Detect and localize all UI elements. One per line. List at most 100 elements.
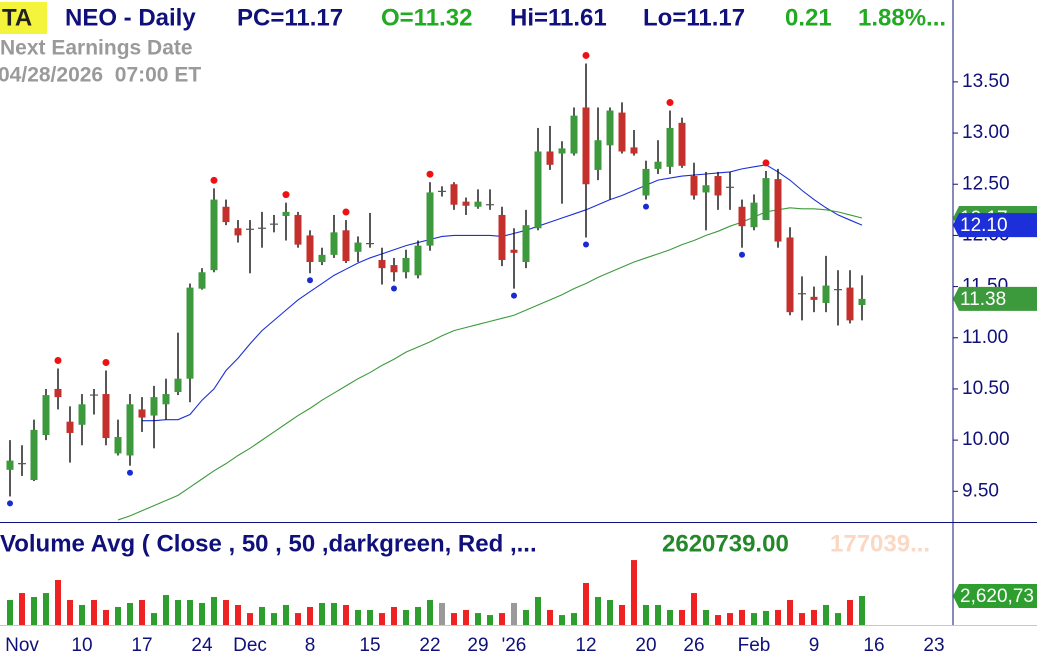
swing-high-marker [762,159,770,167]
candle-body [330,232,338,255]
candle-body [210,199,218,271]
x-tick-label: 20 [635,635,656,656]
volume-bar [667,609,673,625]
volume-bar [823,604,829,625]
candle-body [534,151,542,229]
candle-body [858,298,866,306]
x-tick-label: 23 [923,635,944,656]
candle-body [666,127,674,167]
volume-bar [859,596,865,625]
volume-bar [163,595,169,625]
candle-body [78,404,86,425]
volume-bar [415,606,421,625]
candle-body [762,178,770,221]
volume-panel [7,560,865,625]
ticker: TA [2,4,32,31]
candle-body [474,201,482,207]
swing-high-marker [102,359,110,367]
candle-body [570,115,578,154]
volume-bar [67,600,73,625]
candle-body [126,404,134,456]
volume-bar [43,593,49,625]
volume-bar [547,609,553,625]
volume-bar [703,609,709,625]
candle-body [6,460,14,470]
volume-bar [175,600,181,625]
price-badge [953,286,1037,311]
volume-bar [79,604,85,625]
candle-body [846,287,854,321]
candle-body [810,296,818,300]
volume-bar [103,609,109,625]
candle-body [42,395,50,435]
candle-body [690,176,698,196]
swing-low-marker [583,241,589,248]
volume-bar [511,602,517,625]
volume-bar [283,604,289,625]
swing-low-marker [307,277,313,284]
swing-high-marker [426,170,434,178]
candle-body [378,259,386,269]
price-panel [6,51,866,521]
candle-body [222,206,230,223]
candle-body [66,421,74,433]
candle-body [822,285,830,303]
header: TA NEO - Daily Next Earnings Date 04/28/… [0,2,946,557]
header-stat: Hi=11.61 [510,4,607,31]
y-tick-label: 9.50 [962,480,999,501]
candle-body [786,237,794,313]
price-badge [953,213,1037,238]
candle-body [498,214,506,260]
candle-body [654,161,662,169]
volume-bar [19,593,25,625]
header-stat: Lo=11.17 [643,4,745,31]
volume-bar [835,613,841,625]
swing-low-marker [7,500,13,507]
volume-bar [727,613,733,625]
volume-value: 2620739.00 [662,530,789,557]
x-tick-label: 26 [683,635,704,656]
candle-body [294,214,302,245]
swing-high-marker [282,191,290,199]
volume-bar [211,597,217,625]
candle-body [174,378,182,393]
swing-high-marker [54,356,62,364]
volume-bar [223,600,229,625]
volume-bar [427,600,433,625]
volume-badge-label: 2,620,73 [960,586,1034,607]
volume-bar [535,597,541,625]
y-tick-label: 12.50 [962,173,1010,194]
earnings-date: 04/28/2026 07:00 ET [0,64,201,87]
volume-bar [7,600,13,625]
x-tick-label: 29 [467,635,488,656]
candle-body [114,437,122,454]
volume-bar [643,604,649,625]
candle-body [162,394,170,405]
volume-bar [595,597,601,625]
ticker-box [0,2,47,34]
swing-low-marker [391,285,397,292]
volume-bar [523,609,529,625]
volume-bar [31,597,37,625]
swing-high-marker [582,51,590,59]
candle-body [558,148,566,154]
candle-body [546,151,554,165]
volume-average: 177039... [830,530,930,557]
volume-bar [499,613,505,625]
candle-body [306,235,314,263]
candle-body [318,254,326,263]
volume-bar [331,602,337,625]
swing-high-marker [342,208,350,216]
x-tick-label: Feb [738,635,771,656]
candle-body [342,230,350,261]
price-badge-label: 12.10 [960,215,1008,236]
volume-bar [679,609,685,625]
volume-bar [787,600,793,625]
volume-bar [559,615,565,625]
volume-bar [295,613,301,625]
candle-body [450,184,458,205]
price-badge-label: 11.38 [960,289,1006,310]
candle-body [774,179,782,242]
candle-body [390,265,398,273]
